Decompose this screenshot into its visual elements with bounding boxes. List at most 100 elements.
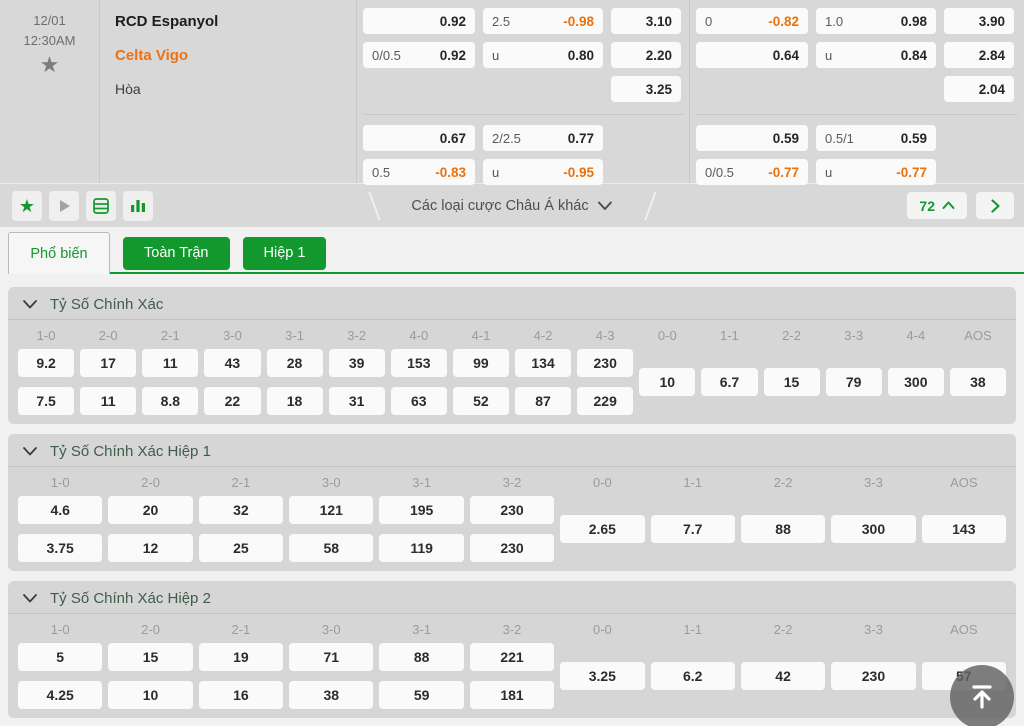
score-odds-button[interactable]: 16 [198,681,284,709]
handicap-odds-cell[interactable]: 0.59 [696,125,808,151]
handicap-odds-cell[interactable]: 0.5 -0.83 [363,159,475,185]
score-odds-button[interactable]: 15 [763,368,820,396]
score-odds-button[interactable]: 99 [452,349,509,377]
outcome-odds-cell[interactable]: 2.04 [944,76,1014,102]
score-odds-button[interactable]: 300 [831,515,916,543]
score-odds-button[interactable]: 3.25 [560,662,645,690]
score-odds-button[interactable]: 79 [825,368,882,396]
score-odds-button[interactable]: 20 [108,496,193,524]
away-team-name[interactable]: Celta Vigo [115,47,189,64]
score-odds-button[interactable]: 38 [289,681,374,709]
score-odds-button[interactable]: 300 [887,368,944,396]
stream-button[interactable] [49,190,79,221]
score-odds-button[interactable]: 230 [469,496,555,524]
home-team-name[interactable]: RCD Espanyol [115,13,219,30]
total-odds-cell[interactable]: 0.5/1 0.59 [816,125,936,151]
score-odds-button[interactable]: 15 [108,643,193,671]
market-count-button[interactable]: 72 [907,192,967,219]
score-odds-button[interactable]: 230 [831,662,916,690]
odds-value: 3.90 [978,13,1005,29]
score-odds-button[interactable]: 10 [108,681,193,709]
outcome-odds-cell[interactable]: 3.25 [611,76,681,102]
score-odds-button[interactable]: 25 [198,534,284,562]
score-odds-button[interactable]: 88 [740,515,826,543]
outcome-odds-cell[interactable]: 2.20 [611,42,681,68]
score-odds-button[interactable]: 18 [266,387,323,415]
star-icon[interactable]: ★ [39,52,60,77]
score-odds-button[interactable]: 32 [198,496,284,524]
handicap-odds-cell[interactable]: 0/0.5 -0.77 [696,159,808,185]
score-odds-button[interactable]: 31 [328,387,385,415]
score-odds-button[interactable]: 58 [289,534,374,562]
next-match-button[interactable] [976,192,1014,219]
score-odds-button[interactable]: 87 [515,387,572,415]
total-odds-cell[interactable]: u -0.95 [483,159,603,185]
score-odds-button[interactable]: 39 [328,349,385,377]
score-odds-button[interactable]: 42 [740,662,826,690]
score-odds-button[interactable]: 11 [142,349,199,377]
total-odds-cell[interactable]: u -0.77 [816,159,936,185]
tab-popular[interactable]: Phổ biến [8,232,110,274]
market-type-dropdown[interactable]: Các loại cược Châu Á khác [365,184,658,227]
score-odds-button[interactable]: 195 [379,496,464,524]
score-odds-button[interactable]: 28 [266,349,323,377]
score-odds-button[interactable]: 153 [390,349,447,377]
outcome-odds-cell[interactable]: 2.84 [944,42,1014,68]
score-odds-button[interactable]: 7.7 [650,515,735,543]
statistics-button[interactable] [123,190,153,221]
score-odds-button[interactable]: 6.7 [701,368,758,396]
score-odds-button[interactable]: 59 [379,681,464,709]
total-odds-cell[interactable]: u 0.84 [816,42,936,68]
handicap-odds-cell[interactable]: 0.67 [363,125,475,151]
handicap-odds-cell[interactable]: 0.64 [696,42,808,68]
chevron-down-icon[interactable] [23,447,37,456]
score-odds-button[interactable]: 121 [289,496,374,524]
tab-full-match[interactable]: Toàn Trận [123,236,230,270]
score-odds-button[interactable]: 230 [577,349,634,377]
score-odds-button[interactable]: 63 [390,387,447,415]
outcome-odds-cell[interactable]: 3.10 [611,8,681,34]
total-odds-cell[interactable]: 2.5 -0.98 [483,8,603,34]
score-odds-button[interactable]: 7.5 [18,387,75,415]
score-odds-button[interactable]: 11 [80,387,137,415]
score-odds-button[interactable]: 8.8 [142,387,199,415]
score-odds-button[interactable]: 88 [379,643,464,671]
handicap-odds-cell[interactable]: 0/0.5 0.92 [363,42,475,68]
score-odds-button[interactable]: 19 [198,643,284,671]
score-odds-button[interactable]: 119 [379,534,464,562]
score-odds-button[interactable]: 143 [921,515,1006,543]
total-odds-cell[interactable]: 1.0 0.98 [816,8,936,34]
score-odds-button[interactable]: 17 [80,349,137,377]
scroll-to-top-button[interactable] [950,665,1014,726]
tab-first-half[interactable]: Hiệp 1 [242,236,327,270]
score-odds-button[interactable]: 229 [577,387,634,415]
handicap-odds-cell[interactable]: 0 -0.82 [696,8,808,34]
score-odds-button[interactable]: 230 [469,534,555,562]
score-odds-button[interactable]: 71 [289,643,374,671]
outcome-odds-cell[interactable]: 3.90 [944,8,1014,34]
score-odds-button[interactable]: 22 [204,387,261,415]
score-odds-button[interactable]: 5 [18,643,103,671]
handicap-odds-cell[interactable]: 0.92 [363,8,475,34]
score-odds-button[interactable]: 43 [204,349,261,377]
favorite-button[interactable]: ★ [12,190,42,221]
total-odds-cell[interactable]: u 0.80 [483,42,603,68]
score-odds-button[interactable]: 6.2 [650,662,735,690]
chevron-down-icon[interactable] [23,594,37,603]
chevron-right-icon [990,198,1000,213]
score-odds-button[interactable]: 134 [515,349,572,377]
score-odds-button[interactable]: 4.25 [18,681,103,709]
betslip-button[interactable] [86,190,116,221]
score-odds-button[interactable]: 12 [108,534,193,562]
score-odds-button[interactable]: 4.6 [18,496,103,524]
score-odds-button[interactable]: 38 [949,368,1006,396]
score-odds-button[interactable]: 9.2 [18,349,75,377]
score-odds-button[interactable]: 3.75 [18,534,103,562]
score-odds-button[interactable]: 181 [469,681,555,709]
score-odds-button[interactable]: 221 [469,643,555,671]
score-odds-button[interactable]: 52 [452,387,509,415]
total-odds-cell[interactable]: 2/2.5 0.77 [483,125,603,151]
score-odds-button[interactable]: 2.65 [560,515,645,543]
chevron-down-icon[interactable] [23,300,37,309]
score-odds-button[interactable]: 10 [639,368,696,396]
